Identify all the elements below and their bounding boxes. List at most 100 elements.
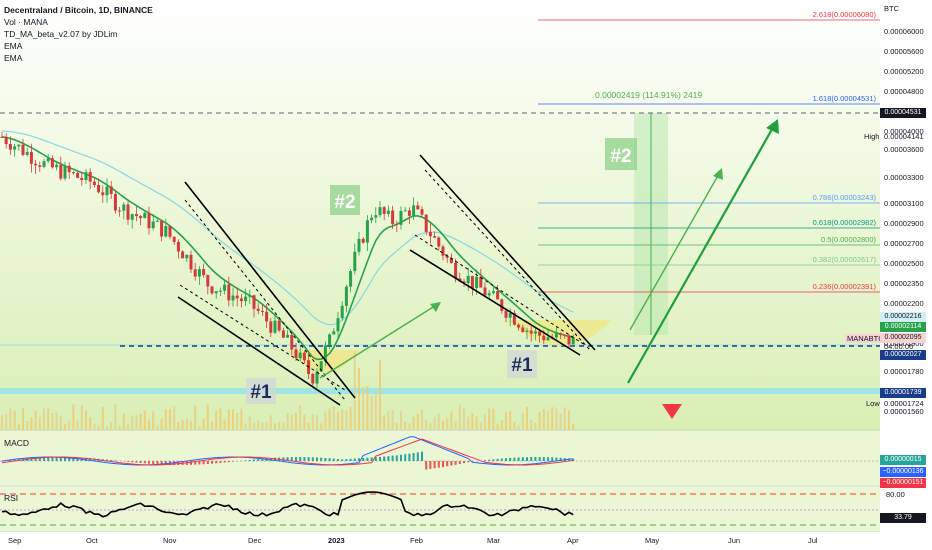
price-tick-label: 0.00001560 <box>884 407 924 416</box>
volume-bar <box>13 410 16 430</box>
macd-hist-bar <box>517 457 520 461</box>
volume-bar <box>232 409 234 430</box>
time-tick-label: Jun <box>728 536 741 545</box>
label-hash1-b: #1 <box>511 355 533 376</box>
candle-body <box>433 236 437 238</box>
label-hash2-a: #2 <box>334 192 355 213</box>
macd-hist-bar <box>232 461 234 462</box>
volume-bar <box>131 415 134 430</box>
fib-level-label: 0.382(0.00002617) <box>812 255 876 264</box>
volume-bar <box>526 407 528 430</box>
candle-body <box>160 220 164 237</box>
macd-hist-bar <box>64 457 66 461</box>
macd-hist-bar <box>383 456 386 461</box>
volume-bars <box>1 351 575 430</box>
volume-indicator-label[interactable]: Vol · MANA <box>4 17 48 27</box>
volume-bar <box>307 422 310 430</box>
volume-bar <box>421 409 423 430</box>
volume-bar <box>173 406 176 430</box>
candle-body <box>416 205 420 210</box>
volume-bar <box>169 409 171 430</box>
fib-level-label: 0.786(0.00003243) <box>812 193 876 202</box>
macd-hist-bar <box>349 458 352 461</box>
ema1-label[interactable]: EMA <box>4 41 23 51</box>
volume-bar <box>429 423 432 430</box>
price-tick-label: 0.00002700 <box>884 239 924 248</box>
macd-hist-bar <box>164 461 167 465</box>
support-band <box>0 388 880 394</box>
macd-hist-bar <box>559 457 562 461</box>
symbol-title[interactable]: Decentraland / Bitcoin, 1D, BINANCE <box>4 5 153 15</box>
candle-body <box>559 333 563 335</box>
volume-bar <box>538 411 541 430</box>
volume-bar <box>59 416 62 430</box>
macd-hist-bar <box>526 457 528 461</box>
volume-bar <box>68 420 71 430</box>
candle-body <box>118 210 122 212</box>
rsi-line <box>1 491 574 518</box>
macd-hist-bar <box>433 461 436 469</box>
macd-hist-bar <box>43 457 45 461</box>
volume-bar <box>17 424 20 430</box>
volume-bar <box>551 407 554 430</box>
volume-bar <box>467 416 470 430</box>
rsi-title: RSI <box>4 493 19 503</box>
candle-body <box>34 163 38 166</box>
macd-hist-bar <box>395 455 398 461</box>
symbol-tag: MANABTC <box>845 334 886 343</box>
volume-bar <box>143 410 146 430</box>
volume-bar <box>534 422 537 430</box>
macd-hist-bar <box>30 458 33 461</box>
volume-bar <box>80 405 83 430</box>
macd-hist-bar <box>542 457 545 461</box>
rsi-80-level: 80.00 <box>886 490 905 499</box>
macd-hist-bar <box>362 457 365 461</box>
volume-bar <box>387 411 390 430</box>
candle-body <box>109 186 113 194</box>
volume-bar <box>51 413 54 430</box>
macd-hist-bar <box>412 453 415 461</box>
price-badge-support-2: 0.00001739 <box>880 388 926 398</box>
macd-hist-bar <box>400 454 402 461</box>
macd-hist-bar <box>555 457 558 461</box>
macd-hist-bar <box>488 459 491 461</box>
volume-bar <box>55 412 58 430</box>
macd-hist-bar <box>127 461 129 462</box>
ema2-label[interactable]: EMA <box>4 53 23 63</box>
macd-hist-bar <box>206 461 209 464</box>
macd-hist-bar <box>484 460 486 461</box>
volume-bar <box>400 411 402 430</box>
candle-body <box>563 334 567 336</box>
price-tick-label: 0.00002350 <box>884 279 924 288</box>
candle-body <box>172 236 176 242</box>
volume-bar <box>194 405 197 430</box>
macd-hist-bar <box>110 459 113 461</box>
macd-hist-bar <box>358 458 360 461</box>
candle-body <box>357 238 361 252</box>
volume-bar <box>85 410 87 430</box>
volume-bar <box>332 406 335 430</box>
volume-bar <box>391 409 394 430</box>
volume-bar <box>101 406 104 430</box>
volume-bar <box>509 411 512 430</box>
macd-hist-bar <box>425 461 428 470</box>
candle-body <box>462 281 466 284</box>
volume-bar <box>492 408 495 430</box>
candle-body <box>412 205 416 216</box>
candle-body <box>378 207 382 216</box>
candle-body <box>67 165 71 173</box>
volume-bar <box>38 416 41 430</box>
candle-body <box>302 352 306 361</box>
td-ma-indicator-label[interactable]: TD_MA_beta_v2.07 by JDLim <box>4 29 118 39</box>
candle-body <box>202 269 206 276</box>
wedge-2-lines <box>409 154 596 356</box>
volume-bar <box>425 419 428 430</box>
candle-body <box>139 216 143 219</box>
price-tick-label: 0.00004800 <box>884 87 924 96</box>
candles <box>0 131 575 389</box>
candle-body <box>546 337 550 341</box>
volume-bar <box>341 409 344 430</box>
price-badge-ema: 0.00002114 <box>880 322 926 332</box>
volume-bar <box>521 413 524 430</box>
